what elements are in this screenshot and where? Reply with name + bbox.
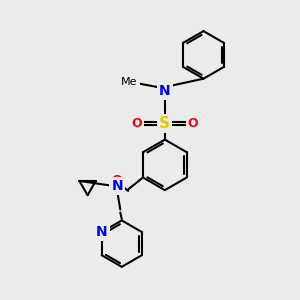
Text: O: O bbox=[131, 117, 142, 130]
Text: O: O bbox=[111, 174, 122, 187]
Text: N: N bbox=[112, 179, 123, 193]
Text: N: N bbox=[159, 84, 171, 98]
Text: O: O bbox=[188, 117, 198, 130]
Text: Me: Me bbox=[121, 76, 137, 87]
Text: S: S bbox=[159, 116, 170, 131]
Text: N: N bbox=[96, 225, 107, 239]
